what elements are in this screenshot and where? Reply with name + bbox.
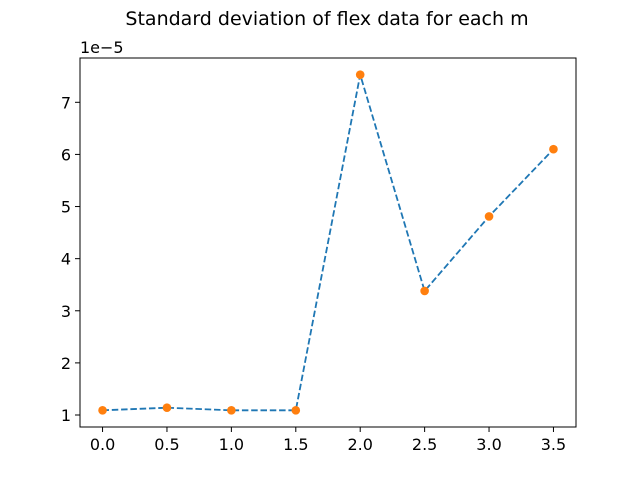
x-tick-label: 2.5 [412, 435, 437, 454]
plot-area [98, 70, 558, 415]
data-point [227, 406, 236, 415]
chart-title: Standard deviation of flex data for each… [125, 8, 528, 30]
y-tick-label: 1 [61, 406, 71, 425]
y-tick-label: 4 [61, 250, 71, 269]
data-point [355, 70, 365, 79]
y-tick-label: 2 [61, 354, 71, 373]
data-point [162, 403, 172, 413]
x-axis: 0.0 0.5 1.0 1.5 2.0 2.5 3.0 3.5 [90, 427, 566, 454]
data-point [98, 406, 107, 415]
data-point [549, 144, 558, 154]
x-tick-label: 0.5 [154, 435, 179, 454]
y-tick-label: 7 [61, 93, 71, 112]
data-point [291, 406, 301, 415]
y-tick-label: 6 [61, 145, 71, 164]
y-tick-label: 3 [61, 302, 71, 321]
y-axis-offset-label: 1e−5 [80, 38, 124, 57]
data-point [420, 286, 429, 296]
x-tick-label: 1.0 [219, 435, 244, 454]
y-tick-label: 5 [61, 198, 71, 217]
x-tick-label: 3.5 [541, 435, 566, 454]
data-point [484, 212, 494, 221]
x-tick-label: 3.0 [476, 435, 501, 454]
series-line [102, 74, 555, 412]
y-axis: 1 2 3 4 5 6 7 [61, 93, 80, 425]
x-tick-label: 1.5 [283, 435, 308, 454]
x-tick-label: 2.0 [347, 435, 372, 454]
x-tick-label: 0.0 [90, 435, 115, 454]
axes-frame [79, 57, 577, 428]
